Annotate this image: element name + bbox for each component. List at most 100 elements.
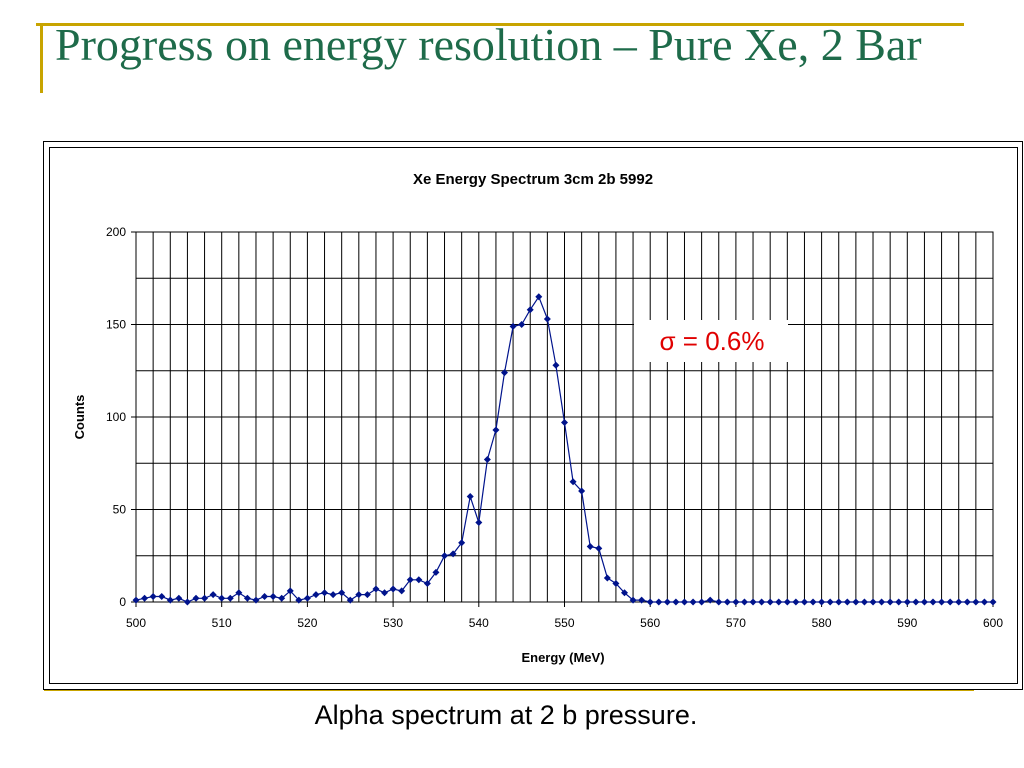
data-point: [860, 598, 868, 606]
data-point: [818, 598, 826, 606]
data-point: [381, 589, 389, 597]
grid: [136, 232, 993, 602]
slide-title: Progress on energy resolution – Pure Xe,…: [55, 19, 922, 70]
data-point: [132, 596, 140, 604]
data-point: [286, 587, 294, 595]
data-point: [620, 589, 628, 597]
data-point: [740, 598, 748, 606]
accent-line-top: [36, 23, 964, 26]
data-point: [398, 587, 406, 595]
data-point: [243, 594, 251, 602]
data-point: [792, 598, 800, 606]
data-point: [543, 315, 551, 323]
data-point: [980, 598, 988, 606]
axes: [131, 231, 994, 607]
data-point: [638, 596, 646, 604]
data-point: [912, 598, 920, 606]
y-tick-label: 0: [119, 595, 126, 609]
data-point: [355, 591, 363, 599]
data-point: [466, 493, 474, 501]
data-point: [158, 592, 166, 600]
data-point: [372, 585, 380, 593]
x-tick-label: 530: [383, 616, 403, 630]
data-point: [663, 598, 671, 606]
data-point: [235, 589, 243, 597]
x-tick-label: 520: [297, 616, 317, 630]
data-point: [209, 591, 217, 599]
chart-frame-inner: [49, 147, 1018, 684]
data-point: [415, 576, 423, 584]
data-point: [321, 589, 329, 597]
data-point: [483, 456, 491, 464]
data-point: [903, 598, 911, 606]
data-point: [312, 591, 320, 599]
data-point: [672, 598, 680, 606]
data-point: [441, 552, 449, 560]
data-point: [535, 293, 543, 301]
sigma-annotation: σ = 0.6%: [660, 326, 765, 356]
data-point: [175, 594, 183, 602]
data-point: [329, 591, 337, 599]
data-point: [252, 596, 260, 604]
data-point: [526, 306, 534, 314]
y-tick-label: 200: [106, 225, 126, 239]
x-tick-label: 500: [126, 616, 146, 630]
data-point: [475, 518, 483, 526]
data-point: [578, 487, 586, 495]
data-point: [612, 580, 620, 587]
x-tick-label: 550: [554, 616, 574, 630]
data-point: [826, 598, 834, 606]
data-point: [561, 419, 568, 427]
data-point: [766, 598, 774, 606]
data-point: [226, 594, 234, 602]
x-tick-label: 510: [212, 616, 232, 630]
y-tick-label: 100: [106, 410, 126, 424]
data-point: [706, 596, 714, 604]
data-point: [218, 594, 226, 602]
data-point: [261, 592, 269, 600]
slide-caption: Alpha spectrum at 2 b pressure.: [314, 700, 698, 730]
data-point: [501, 369, 509, 377]
data-point: [595, 544, 603, 552]
data-point: [989, 598, 997, 606]
data-point: [518, 321, 526, 328]
data-point: [646, 598, 654, 606]
data-point: [878, 598, 886, 606]
x-tick-label: 580: [812, 616, 832, 630]
data-point: [809, 598, 817, 606]
data-point: [269, 592, 277, 600]
data-point: [800, 598, 808, 606]
data-point: [346, 596, 354, 604]
data-point: [603, 574, 611, 582]
chart-title: Xe Energy Spectrum 3cm 2b 5992: [413, 171, 653, 188]
data-point: [680, 598, 688, 606]
x-tick-label: 560: [640, 616, 660, 630]
data-point: [835, 598, 843, 606]
data-point: [423, 580, 431, 587]
y-tick-label: 50: [113, 503, 127, 517]
data-point: [509, 322, 517, 330]
y-tick-label: 150: [106, 318, 126, 332]
data-point: [295, 596, 303, 604]
data-point: [946, 598, 954, 606]
data-point: [689, 598, 697, 606]
data-point: [775, 598, 783, 606]
data-point: [492, 426, 500, 434]
data-point: [166, 596, 174, 604]
data-point: [895, 598, 903, 606]
data-point: [278, 594, 286, 602]
data-point: [449, 550, 457, 558]
data-point: [569, 478, 577, 486]
data-point: [432, 568, 440, 576]
x-tick-label: 590: [897, 616, 917, 630]
x-tick-label: 600: [983, 616, 1003, 630]
data-point: [869, 598, 877, 606]
data-point: [303, 594, 311, 602]
data-point: [655, 598, 663, 606]
data-point: [938, 598, 946, 606]
data-point: [783, 598, 791, 606]
data-point: [149, 592, 157, 600]
data-point: [338, 589, 346, 597]
data-point: [629, 596, 637, 604]
data-point: [920, 598, 928, 606]
